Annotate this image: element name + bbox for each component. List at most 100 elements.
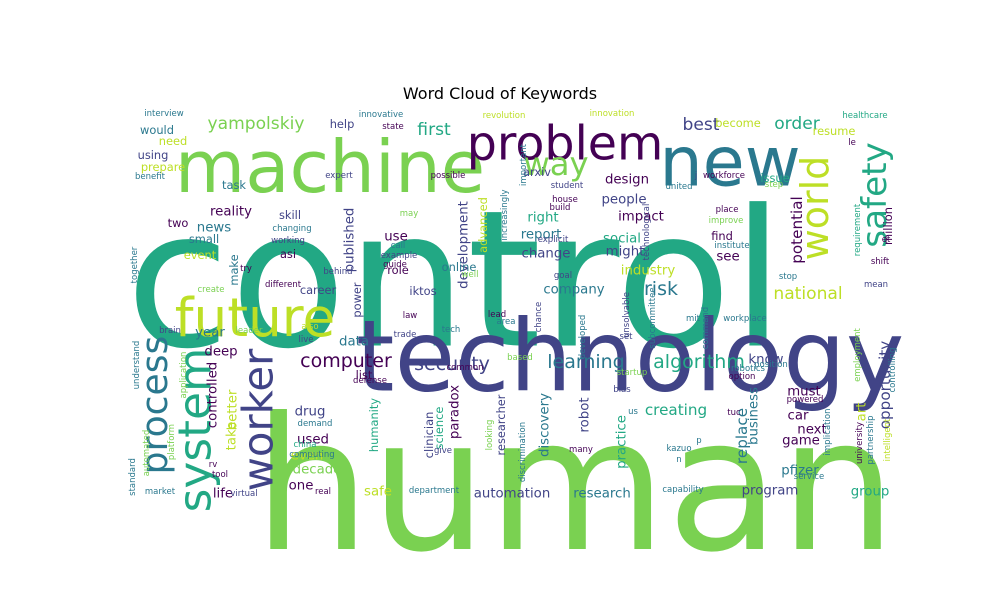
word-interview: interview (144, 109, 183, 119)
word-explicit: explicit (538, 235, 569, 245)
word-first: first (417, 120, 451, 140)
word-many: many (569, 445, 593, 455)
word-le: le (848, 138, 856, 148)
word-order: order (774, 114, 821, 134)
word-new: new (659, 124, 800, 203)
word-best: best (683, 115, 720, 135)
word-try: try (240, 264, 252, 274)
word-workforce: workforce (703, 171, 745, 181)
word-company: company (543, 283, 604, 298)
word-student: student (551, 181, 584, 191)
word-controlled: controlled (206, 362, 221, 428)
word-opportunity: opportunity (876, 341, 894, 429)
word-workplace: workplace (723, 314, 766, 324)
word-know: know (748, 353, 783, 368)
word-market: market (145, 487, 176, 497)
word-partnership: partnership (866, 415, 876, 464)
word-yampolskiy: yampolskiy (208, 114, 305, 134)
word-intelligent: intelligent (883, 418, 893, 461)
word-discovery: discovery (538, 393, 553, 457)
word-implication: implication (823, 409, 833, 456)
word-design: design (605, 173, 649, 188)
word-step: step (765, 180, 783, 190)
word-working: working (271, 236, 305, 246)
word-give: give (434, 446, 452, 456)
word-trade: trade (394, 330, 417, 340)
word-practice: practice (615, 415, 630, 469)
word-technology: technology (356, 300, 905, 415)
word-together: together (130, 246, 140, 283)
word-task: task (222, 178, 246, 192)
word-different: different (265, 280, 302, 290)
word-university: university (855, 422, 865, 464)
word-must: must (787, 385, 821, 400)
word-used: used (297, 433, 329, 448)
word-need: need (159, 134, 187, 148)
chart-title: Word Cloud of Keywords (402, 84, 598, 103)
word-brain: brain (159, 326, 181, 336)
word-arxiv: arxiv (523, 165, 551, 179)
word-area: area (497, 317, 516, 327)
word-year: year (195, 326, 225, 341)
word-innovative: innovative (359, 110, 404, 120)
word-safe: safe (364, 485, 392, 500)
word-published: published (343, 208, 358, 273)
word-changing: changing (272, 224, 311, 234)
word-take: take (225, 422, 240, 451)
word-create: create (198, 285, 225, 295)
word-tool: tool (212, 470, 228, 480)
word-position: position (754, 360, 788, 370)
word-would: would (140, 123, 174, 137)
word-robotics: robotics (731, 364, 765, 374)
word-development: development (457, 201, 472, 289)
word-state: state (382, 122, 404, 132)
word-live: live (299, 335, 314, 345)
word-social: social (603, 232, 641, 247)
word-small: small (189, 232, 219, 246)
word-science: science (432, 407, 446, 450)
word-virtual: virtual (230, 489, 257, 499)
word-prepare: prepare (141, 160, 185, 174)
word-j: j (694, 171, 697, 181)
word-shift: shift (871, 257, 890, 267)
word-command: command (701, 307, 711, 349)
word-asi: asi (280, 247, 296, 261)
word-machine: machine (175, 126, 485, 210)
word-online: online (442, 260, 477, 274)
word-risk: risk (644, 278, 678, 300)
word-based: based (507, 353, 533, 363)
word-rv: rv (209, 460, 218, 470)
word-program: program (742, 484, 799, 499)
word-group: group (851, 485, 890, 500)
word-mit: mit (686, 314, 701, 324)
word-reality: reality (210, 205, 252, 220)
word-event: event (184, 248, 217, 262)
word-expert: expert (325, 171, 353, 181)
word-problem: problem (467, 117, 664, 172)
word-future: future (175, 287, 335, 349)
word-help: help (330, 117, 355, 131)
word-use: use (384, 230, 408, 245)
word-employment: employment (853, 327, 863, 381)
word-guide: guide (383, 260, 407, 270)
word-option: option (729, 372, 756, 382)
word-process: process (134, 336, 176, 475)
word-using: using (138, 148, 169, 162)
word-important: important (519, 143, 529, 186)
word-creating: creating (645, 401, 707, 419)
word-leader: leader (236, 326, 263, 336)
word-tuc: tuc (727, 408, 741, 418)
word-computing: computing (289, 450, 334, 460)
word-benefit: benefit (135, 172, 166, 182)
word-et: et (882, 235, 891, 245)
word-demand: demand (298, 419, 333, 429)
word-common: common (446, 363, 483, 373)
word-security: security (414, 353, 490, 375)
word-way: way (523, 145, 588, 183)
word-healthcare: healthcare (842, 111, 887, 121)
word-lead: lead (488, 310, 506, 320)
word-revolution: revolution (483, 111, 526, 121)
word-computer: computer (300, 350, 392, 372)
word-call: call (391, 241, 406, 251)
